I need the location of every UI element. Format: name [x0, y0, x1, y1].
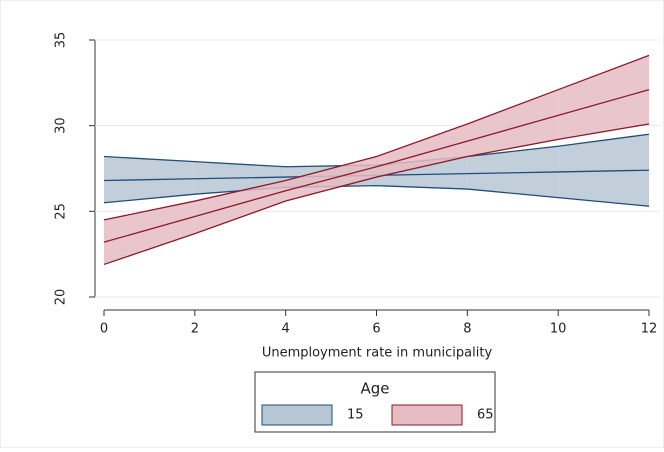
x-tick-label: 8: [463, 322, 471, 337]
y-tick-label: 30: [54, 117, 69, 134]
legend-label: 15: [347, 408, 364, 423]
y-tick-label: 35: [54, 32, 69, 49]
y-tick-label: 20: [54, 289, 69, 306]
ci-band: [376, 123, 468, 178]
x-axis-label: Unemployment rate in municipality: [262, 346, 493, 361]
line: [103, 89, 650, 243]
x-tick-label: 6: [372, 322, 380, 337]
ci-band: [104, 201, 195, 265]
ci-band: [558, 134, 649, 207]
legend-label: 65: [477, 408, 494, 423]
ci-lower: [103, 123, 650, 266]
ci-lower: [103, 184, 650, 207]
x-tick-label: 0: [100, 322, 108, 337]
legend-title: Age: [360, 380, 389, 398]
ci-band: [467, 89, 559, 157]
x-tick-label: 10: [550, 322, 567, 337]
x-tick-label: 12: [641, 322, 658, 337]
legend-swatch: [391, 404, 463, 426]
x-tick-label: 4: [282, 322, 290, 337]
ci-band: [467, 146, 559, 198]
x-tick-label: 2: [191, 322, 199, 337]
ci-band: [194, 180, 286, 234]
ci-band: [558, 55, 649, 140]
ci-upper: [103, 54, 650, 221]
legend-swatch: [261, 404, 333, 426]
y-tick-label: 25: [54, 203, 69, 220]
